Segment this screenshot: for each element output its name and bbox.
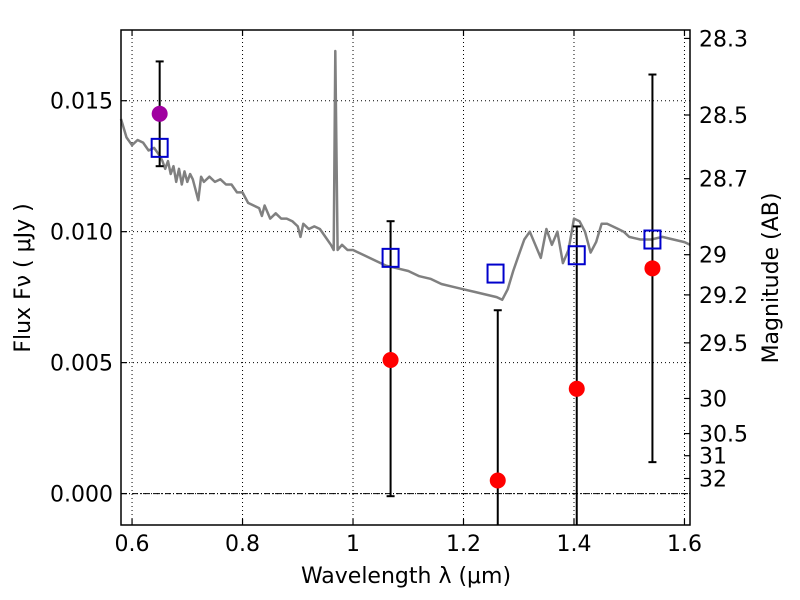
x-tick-label: 1 — [346, 532, 360, 557]
right-tick-label: 30 — [699, 387, 727, 412]
y-tick-label: 0.015 — [50, 90, 113, 115]
right-tick-label: 29.5 — [699, 332, 748, 357]
model-photometry-point — [150, 137, 169, 158]
model-photometry-point — [381, 247, 400, 268]
plot-frame — [120, 29, 691, 526]
right-tick-label: 28.3 — [699, 27, 748, 52]
y-tick-label: 0.000 — [50, 483, 113, 508]
x-axis-title: Wavelength λ (μm) — [301, 564, 511, 589]
right-tick-label: 28.5 — [699, 104, 748, 129]
x-tick-label: 1.2 — [446, 532, 481, 557]
right-tick-label: 31 — [699, 445, 727, 470]
right-tick-label: 29 — [699, 244, 727, 269]
observed-flux-point — [151, 105, 168, 122]
right-tick-label: 30.5 — [699, 423, 748, 448]
grid-lines — [121, 30, 690, 525]
y-tick-label: 0.010 — [50, 221, 113, 246]
observed-flux-point — [644, 260, 661, 277]
x-tick-label: 0.8 — [225, 532, 260, 557]
right-tick-label: 29.2 — [699, 284, 748, 309]
x-tick-label: 1.4 — [556, 532, 591, 557]
model-sed-series — [119, 49, 691, 302]
right-tick-label: 32 — [699, 468, 727, 493]
right-tick-label: 28.7 — [699, 168, 748, 193]
y-axis-title: Flux Fν ( μJy ) — [11, 203, 36, 352]
x-tick-label: 1.6 — [667, 532, 702, 557]
x-axis-ticks: 0.6 0.8 1 1.2 1.4 1.6 — [115, 30, 702, 557]
right-axis-title: Magnitude (AB) — [759, 193, 784, 364]
model-photometry-point — [486, 263, 505, 284]
model-photometry-point — [643, 229, 662, 250]
model-photometry-point — [567, 245, 586, 266]
error-bars — [155, 60, 657, 525]
observed-flux-point — [568, 380, 585, 397]
model-photometry-series — [150, 137, 662, 284]
y-axis-ticks: 0.000 0.005 0.010 0.015 — [50, 90, 127, 508]
observed-flux-point — [489, 472, 506, 489]
y-tick-label: 0.005 — [50, 352, 113, 377]
observed-flux-series — [151, 105, 661, 489]
sed-line — [119, 49, 691, 302]
observed-flux-point — [382, 352, 399, 368]
x-tick-label: 0.6 — [115, 532, 150, 557]
